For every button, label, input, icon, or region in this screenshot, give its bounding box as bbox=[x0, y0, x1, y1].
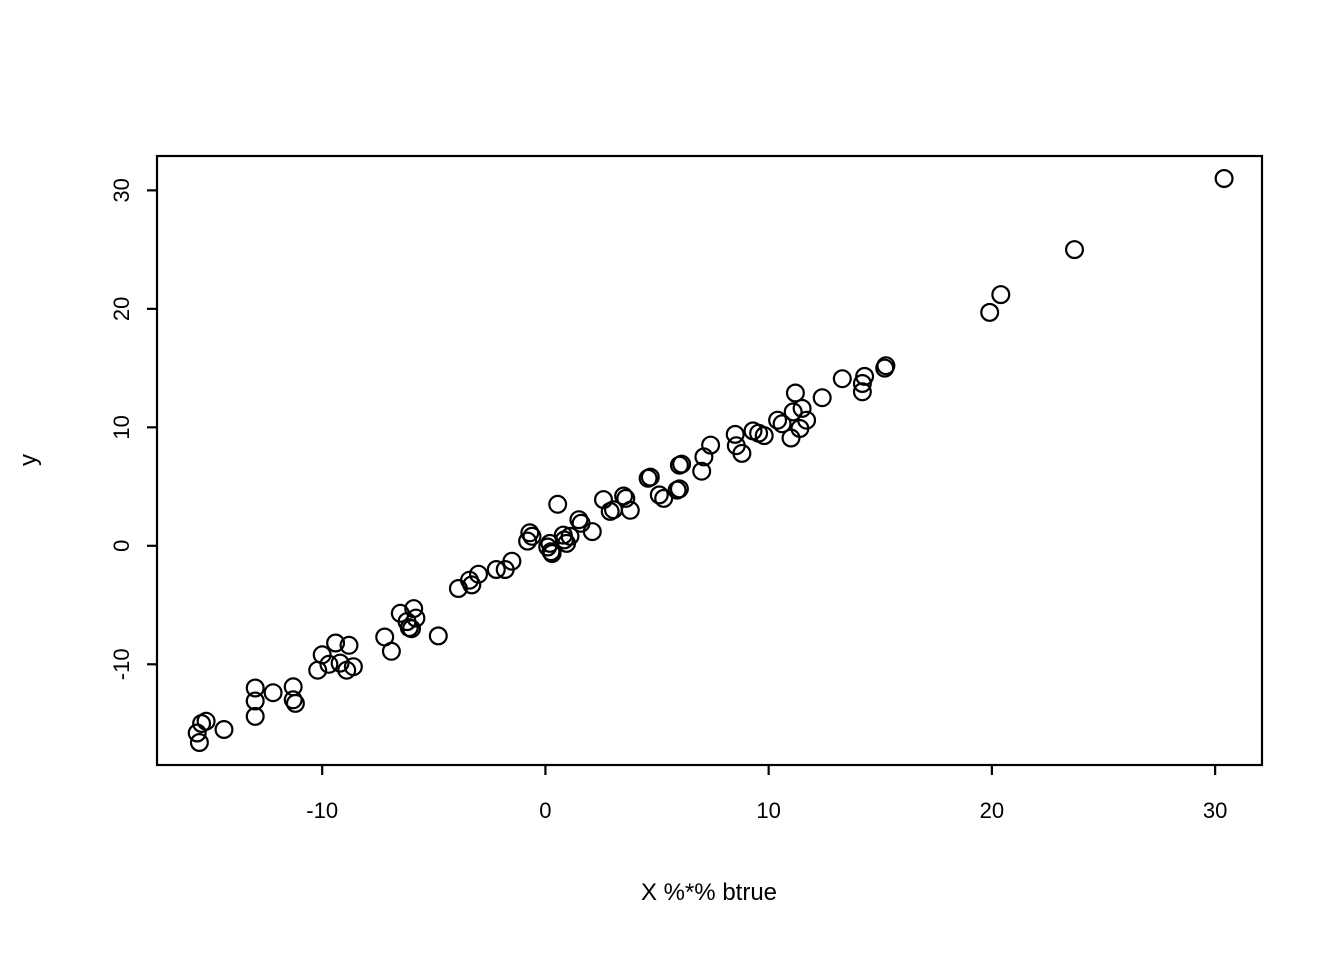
y-axis-label: y bbox=[15, 454, 42, 466]
x-axis-ticks: -10 0 10 20 30 bbox=[306, 766, 1227, 823]
data-point bbox=[245, 706, 265, 726]
data-point bbox=[520, 523, 540, 543]
data-point bbox=[1214, 169, 1234, 189]
x-tick-label: -10 bbox=[306, 798, 338, 823]
data-point bbox=[518, 531, 538, 551]
data-point bbox=[548, 494, 568, 514]
data-point bbox=[654, 488, 674, 508]
x-tick-label: 30 bbox=[1203, 798, 1227, 823]
data-point bbox=[640, 467, 660, 487]
data-point bbox=[732, 443, 752, 463]
data-point bbox=[692, 461, 712, 481]
data-point bbox=[428, 626, 448, 646]
data-point bbox=[616, 488, 636, 508]
data-point bbox=[339, 635, 359, 655]
data-point bbox=[189, 732, 209, 752]
data-point bbox=[701, 435, 721, 455]
data-point bbox=[582, 522, 602, 542]
data-point bbox=[462, 575, 482, 595]
data-point bbox=[672, 454, 692, 474]
x-axis-label: X %*% btrue bbox=[641, 879, 777, 906]
data-point bbox=[542, 543, 562, 563]
y-tick-label: 0 bbox=[109, 540, 134, 552]
y-tick-label: -10 bbox=[109, 648, 134, 680]
y-tick-label: 20 bbox=[109, 297, 134, 321]
data-point bbox=[980, 302, 1000, 322]
data-point bbox=[502, 551, 522, 571]
data-point bbox=[285, 693, 305, 713]
data-point bbox=[560, 526, 580, 546]
y-axis-ticks: -10 0 10 20 30 bbox=[109, 178, 156, 680]
data-point bbox=[991, 285, 1011, 305]
data-point bbox=[404, 599, 424, 619]
data-point bbox=[781, 428, 801, 448]
data-point bbox=[812, 388, 832, 408]
x-tick-label: 0 bbox=[539, 798, 551, 823]
data-point bbox=[312, 645, 332, 665]
data-point bbox=[214, 719, 234, 739]
data-point bbox=[768, 410, 788, 430]
data-point bbox=[469, 564, 489, 584]
data-point bbox=[245, 691, 265, 711]
data-point bbox=[669, 479, 689, 499]
x-tick-label: 20 bbox=[980, 798, 1004, 823]
data-point bbox=[196, 711, 216, 731]
data-point bbox=[245, 678, 265, 698]
data-point bbox=[772, 414, 792, 434]
x-tick-label: 10 bbox=[756, 798, 780, 823]
data-point bbox=[754, 426, 774, 446]
data-point bbox=[326, 633, 346, 653]
data-point bbox=[785, 383, 805, 403]
scatter-points-layer bbox=[187, 169, 1234, 752]
plot-area-border bbox=[155, 154, 1264, 767]
data-point bbox=[187, 723, 207, 743]
data-point bbox=[852, 382, 872, 402]
data-point bbox=[792, 398, 812, 418]
data-point bbox=[832, 369, 852, 389]
data-point bbox=[486, 559, 506, 579]
data-point bbox=[406, 608, 426, 628]
data-point bbox=[343, 657, 363, 677]
data-point bbox=[725, 424, 745, 444]
data-point bbox=[283, 690, 303, 710]
data-point bbox=[319, 654, 339, 674]
data-point bbox=[876, 356, 896, 376]
y-tick-label: 30 bbox=[109, 178, 134, 202]
data-point bbox=[569, 510, 589, 530]
data-point bbox=[263, 683, 283, 703]
data-point bbox=[620, 500, 640, 520]
data-point bbox=[1064, 240, 1084, 260]
data-point bbox=[783, 402, 803, 422]
data-point bbox=[522, 526, 542, 546]
y-tick-label: 10 bbox=[109, 415, 134, 439]
data-point bbox=[381, 641, 401, 661]
data-point bbox=[649, 485, 669, 505]
data-point bbox=[402, 619, 422, 639]
